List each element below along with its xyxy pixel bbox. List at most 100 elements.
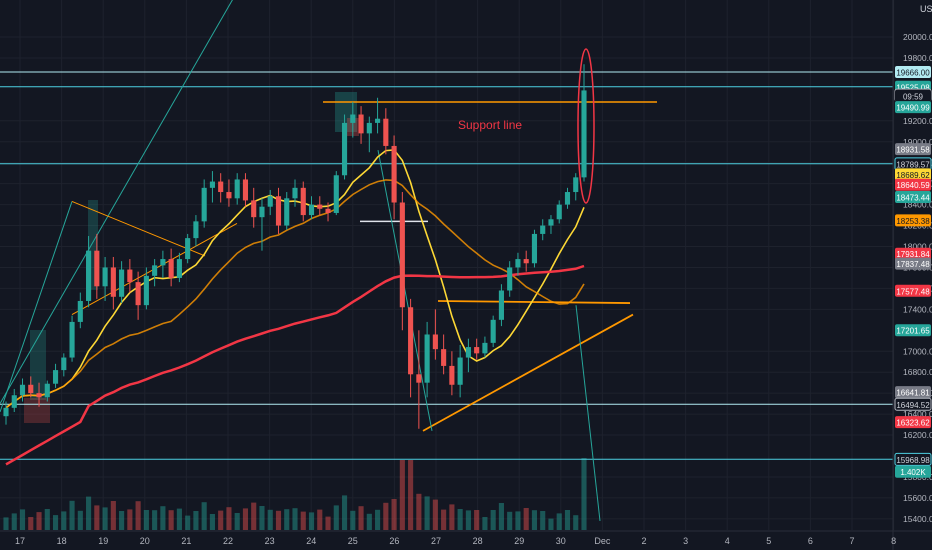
price-label-box <box>895 284 931 297</box>
candle-body <box>490 319 496 343</box>
volume-bar <box>408 460 414 530</box>
candle-body <box>259 206 265 218</box>
price-tick-label: 16200.00 <box>903 430 932 440</box>
time-tick-label: 7 <box>849 536 854 546</box>
price-tick-label: 16800.00 <box>903 367 932 377</box>
horizontal-lines[interactable] <box>0 71 893 460</box>
candle-body <box>548 219 554 226</box>
price-tick-label: 19200.00 <box>903 116 932 126</box>
price-label-box <box>895 65 931 78</box>
candle-body <box>36 393 42 398</box>
candle-body <box>573 177 579 193</box>
candle-body <box>284 198 290 226</box>
price-label: 1.402K <box>895 465 931 478</box>
candle-body <box>275 196 282 226</box>
price-tick-label: 17000.00 <box>903 346 932 356</box>
volume-bar <box>573 515 579 530</box>
price-label: 17931.84 <box>895 247 931 260</box>
volume-bar <box>143 510 149 530</box>
volume-bar <box>168 510 174 530</box>
candle-body <box>242 179 249 201</box>
price-label-box <box>895 247 931 260</box>
volume-bar <box>69 500 75 530</box>
candle-body <box>507 267 513 291</box>
price-label-box <box>895 101 931 114</box>
volume-bar <box>399 460 405 530</box>
volume-bar <box>341 495 348 530</box>
volume-bar <box>308 512 315 530</box>
volume-bar <box>366 513 372 530</box>
price-label: 18931.58 <box>895 143 931 156</box>
price-label-box <box>895 257 931 270</box>
price-label: 16323.62 <box>895 416 931 429</box>
candle-body <box>523 259 529 264</box>
price-tick-label: 18000.00 <box>903 242 932 252</box>
volume-bar <box>531 510 538 530</box>
volume-bar <box>515 511 521 530</box>
volume-bar <box>498 503 504 530</box>
candle-body <box>209 181 215 188</box>
volume-bars <box>3 458 587 530</box>
price-label-text: 19525.08 <box>896 83 930 92</box>
candle-body <box>168 259 174 278</box>
price-label-text: 18473.44 <box>896 193 930 202</box>
price-label-text: 17577.48 <box>896 287 930 296</box>
price-tick-label: 18400.00 <box>903 200 932 210</box>
volume-bar <box>267 509 273 530</box>
price-label-box <box>895 465 931 478</box>
zone-box <box>88 200 98 290</box>
volume-bar <box>375 509 381 530</box>
time-tick-label: 30 <box>556 536 566 546</box>
price-label: 18473.44 <box>895 190 931 203</box>
time-tick-label: 19 <box>98 536 108 546</box>
candle-body <box>498 290 504 320</box>
drawings[interactable] <box>0 0 657 522</box>
candle-body <box>69 321 75 358</box>
volume-bar <box>350 510 356 530</box>
candle-body <box>449 365 455 385</box>
candle-body <box>160 259 166 266</box>
volume-bar <box>127 509 133 530</box>
candle-body <box>308 204 315 216</box>
volume-bar <box>333 505 339 530</box>
volume-bar <box>209 514 215 530</box>
candle-body <box>3 407 9 417</box>
candle-body <box>341 122 348 176</box>
candle-body <box>119 269 125 297</box>
time-tick-label: 22 <box>223 536 233 546</box>
volume-bar <box>474 510 480 530</box>
volume-bar <box>465 510 471 530</box>
price-label-text: 16323.62 <box>896 419 930 428</box>
candle-body <box>531 233 538 264</box>
overlay-drawings[interactable] <box>577 48 595 204</box>
price-label-box <box>895 168 931 181</box>
price-label: 09:59 <box>895 89 931 102</box>
price-label-box <box>895 386 931 399</box>
candle-body <box>350 114 356 123</box>
price-label-text: 09:59 <box>903 92 924 101</box>
price-tick-label: 17400.00 <box>903 304 932 314</box>
candle-body <box>176 259 182 278</box>
price-label-text: 1.402K <box>900 468 926 477</box>
candle-body <box>19 384 26 396</box>
price-label-text: 17837.48 <box>896 260 930 269</box>
price-label: 18789.57 <box>894 157 932 171</box>
candle-body <box>152 265 158 276</box>
candle-body <box>540 225 546 234</box>
volume-bar <box>242 508 249 530</box>
volume-bar <box>201 502 207 530</box>
time-tick-label: 18 <box>57 536 67 546</box>
price-label: 17837.48 <box>895 257 931 270</box>
price-label-text: 16641.81 <box>896 389 930 398</box>
trend-line <box>575 305 601 522</box>
candle-body <box>482 342 488 354</box>
time-axis[interactable]: 17 18 19 20 21 22 23 24 25 26 27 28 29 30 Dec 2 3 4 5 6 7 8 <box>0 530 932 546</box>
price-label-text: 19490.99 <box>896 104 930 113</box>
price-tick-label: 19000.00 <box>903 137 932 147</box>
volume-bar <box>11 513 17 530</box>
volume-bar <box>193 511 199 530</box>
volume-bar <box>424 496 430 530</box>
candle-body <box>366 122 372 134</box>
price-tick-label: 16400.00 <box>903 409 932 419</box>
